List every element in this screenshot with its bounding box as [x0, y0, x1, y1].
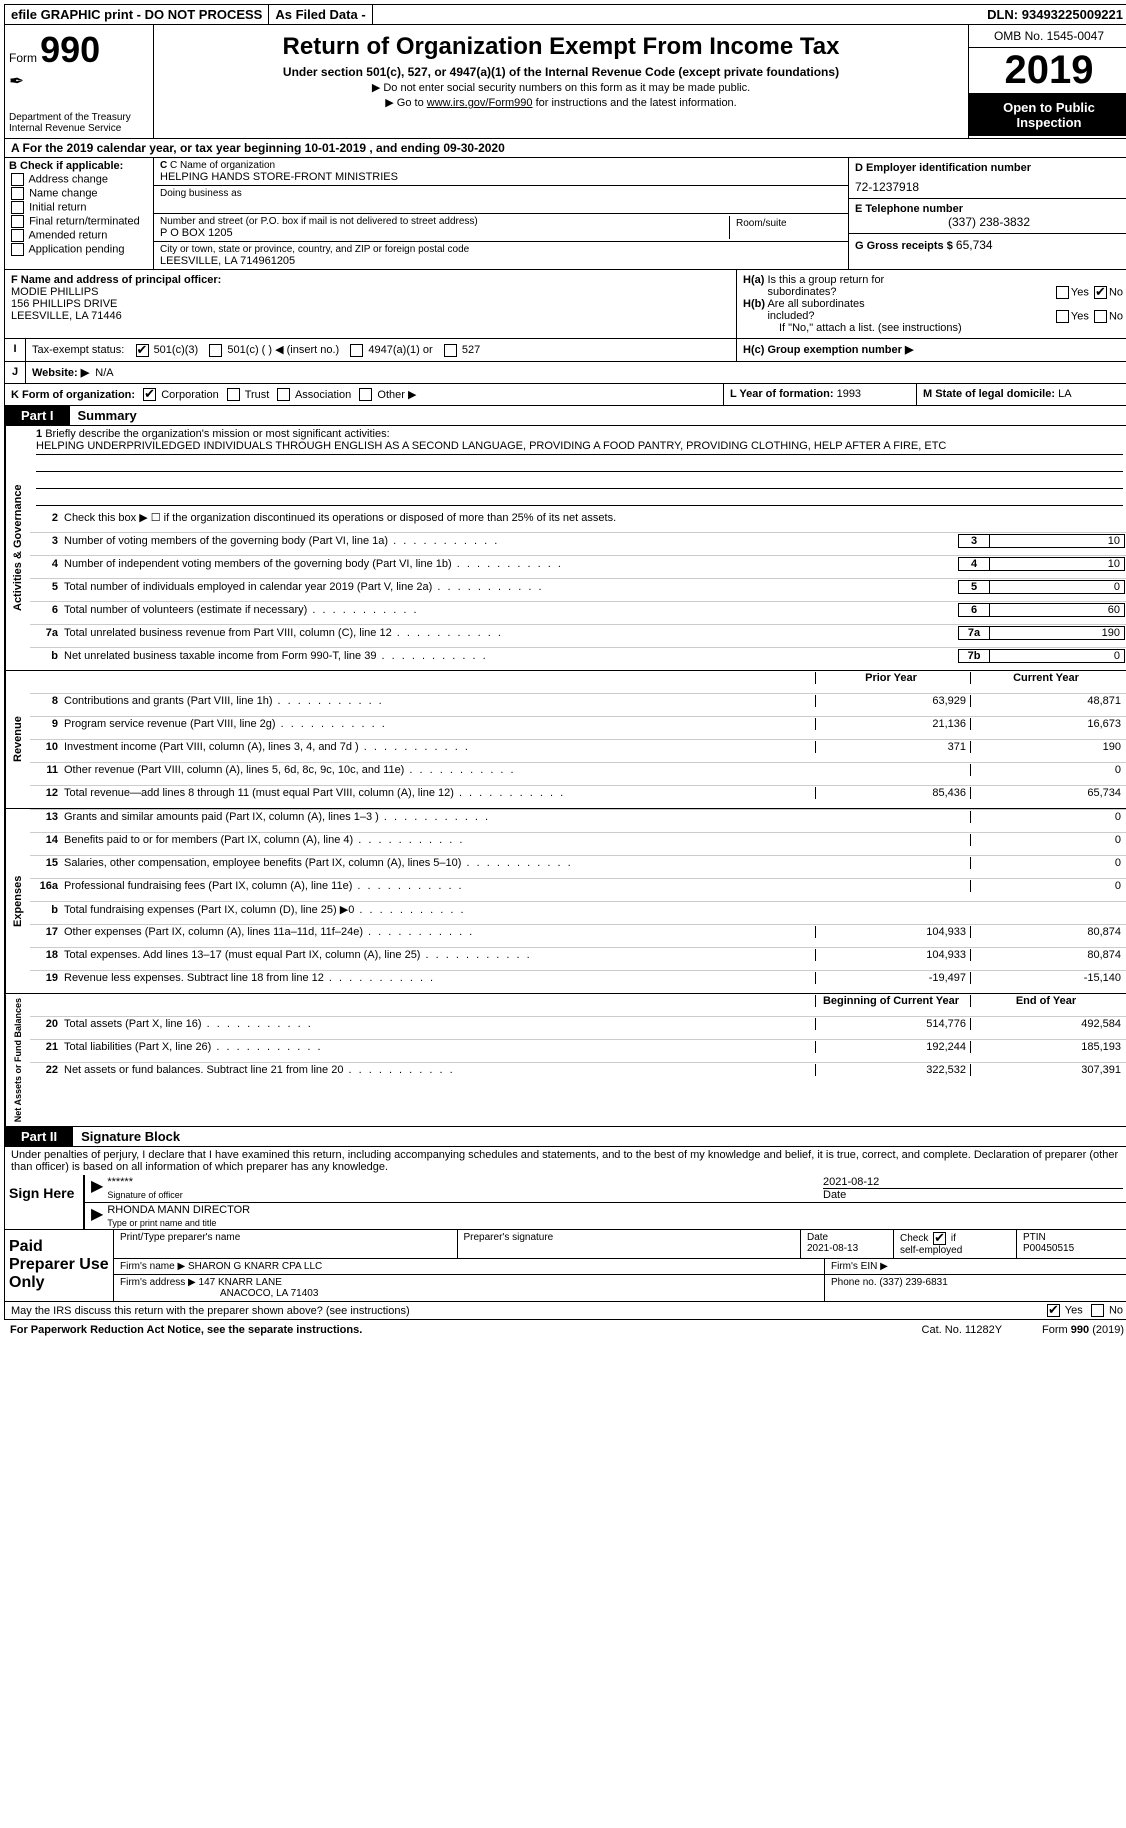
row-a-tax-year: A For the 2019 calendar year, or tax yea… — [4, 139, 1126, 158]
line-13: 13Grants and similar amounts paid (Part … — [30, 809, 1126, 832]
line-12: 12Total revenue—add lines 8 through 11 (… — [30, 785, 1126, 808]
asfiled-label: As Filed Data - — [269, 5, 372, 24]
row-j: J Website: ▶ N/A — [4, 362, 1126, 384]
ein: 72-1237918 — [855, 180, 1123, 194]
line-20: 20Total assets (Part X, line 16)514,7764… — [30, 1016, 1126, 1039]
row-klm: K Form of organization: Corporation Trus… — [4, 384, 1126, 407]
section-bcd: B Check if applicable: Address change Na… — [4, 158, 1126, 270]
page-footer: For Paperwork Reduction Act Notice, see … — [4, 1320, 1126, 1340]
irs-link[interactable]: www.irs.gov/Form990 — [427, 97, 533, 109]
line-14: 14Benefits paid to or for members (Part … — [30, 832, 1126, 855]
line-22: 22Net assets or fund balances. Subtract … — [30, 1062, 1126, 1085]
line-18: 18Total expenses. Add lines 13–17 (must … — [30, 947, 1126, 970]
line-10: 10Investment income (Part VIII, column (… — [30, 739, 1126, 762]
paid-preparer: Paid Preparer Use Only Print/Type prepar… — [4, 1230, 1126, 1302]
part1-governance: Activities & Governance 1 Briefly descri… — [4, 426, 1126, 671]
part2-header: Part II Signature Block — [4, 1127, 1126, 1147]
website: N/A — [95, 367, 113, 379]
gov-line-6: 6Total number of volunteers (estimate if… — [30, 601, 1126, 624]
cb-initial-return[interactable]: Initial return — [9, 201, 149, 214]
line-15: 15Salaries, other compensation, employee… — [30, 855, 1126, 878]
firm-name: SHARON G KNARR CPA LLC — [188, 1261, 322, 1272]
line-b: bTotal fundraising expenses (Part IX, co… — [30, 901, 1126, 924]
instr-link: ▶ Go to www.irs.gov/Form990 for instruct… — [162, 96, 960, 109]
signature-block: Under penalties of perjury, I declare th… — [4, 1147, 1126, 1230]
instr-ssn: ▶ Do not enter social security numbers o… — [162, 81, 960, 94]
gov-line-4: 4Number of independent voting members of… — [30, 555, 1126, 578]
col-deg: D Employer identification number 72-1237… — [848, 158, 1126, 269]
header-center: Return of Organization Exempt From Incom… — [154, 25, 968, 138]
irs-discuss-row: May the IRS discuss this return with the… — [4, 1302, 1126, 1320]
phone: (337) 238-3832 — [855, 215, 1123, 229]
ptin: P00450515 — [1023, 1243, 1074, 1254]
h-group-return: H(a) Is this a group return for subordin… — [737, 270, 1126, 338]
part1-expenses: Expenses 13Grants and similar amounts pa… — [4, 809, 1126, 994]
line-17: 17Other expenses (Part IX, column (A), l… — [30, 924, 1126, 947]
gov-line-3: 3Number of voting members of the governi… — [30, 532, 1126, 555]
sig-date: 2021-08-12 — [823, 1176, 1123, 1189]
principal-officer: F Name and address of principal officer:… — [5, 270, 737, 338]
open-inspection: Open to Public Inspection — [969, 94, 1126, 136]
efile-notice: efile GRAPHIC print - DO NOT PROCESS — [5, 5, 269, 24]
part1-revenue: Revenue Prior YearCurrent Year 8Contribu… — [4, 671, 1126, 809]
gov-line-b: bNet unrelated business taxable income f… — [30, 647, 1126, 670]
cb-address-change[interactable]: Address change — [9, 173, 149, 186]
org-name: HELPING HANDS STORE-FRONT MINISTRIES — [160, 171, 842, 183]
col-c-org-info: C C Name of organization HELPING HANDS S… — [154, 158, 848, 269]
form-title: Return of Organization Exempt From Incom… — [162, 33, 960, 61]
topbar: efile GRAPHIC print - DO NOT PROCESS As … — [4, 4, 1126, 25]
cb-application-pending[interactable]: Application pending — [9, 243, 149, 256]
form-label: Form — [9, 51, 37, 65]
line-21: 21Total liabilities (Part X, line 26)192… — [30, 1039, 1126, 1062]
dln: DLN: 93493225009221 — [981, 5, 1126, 24]
org-city: LEESVILLE, LA 714961205 — [160, 255, 842, 267]
gov-line-7a: 7aTotal unrelated business revenue from … — [30, 624, 1126, 647]
part1-netassets: Net Assets or Fund Balances Beginning of… — [4, 994, 1126, 1127]
form-subtitle: Under section 501(c), 527, or 4947(a)(1)… — [162, 65, 960, 79]
cb-final-return[interactable]: Final return/terminated — [9, 215, 149, 228]
org-dba — [160, 199, 842, 211]
cb-amended[interactable]: Amended return — [9, 229, 149, 242]
line-8: 8Contributions and grants (Part VIII, li… — [30, 693, 1126, 716]
line-19: 19Revenue less expenses. Subtract line 1… — [30, 970, 1126, 993]
org-street: P O BOX 1205 — [160, 227, 729, 239]
gross-receipts: 65,734 — [956, 238, 993, 252]
cb-name-change[interactable]: Name change — [9, 187, 149, 200]
row-i: I Tax-exempt status: 501(c)(3) 501(c) ( … — [4, 339, 1126, 362]
header-left: Form 990 ✒ Department of the Treasury In… — [5, 25, 154, 138]
omb-number: OMB No. 1545-0047 — [969, 25, 1126, 48]
mission-text: HELPING UNDERPRIVILEDGED INDIVIDUALS THR… — [36, 440, 1123, 455]
line-16a: 16aProfessional fundraising fees (Part I… — [30, 878, 1126, 901]
firm-addr2: ANACOCO, LA 71403 — [120, 1288, 318, 1299]
officer-signature: ****** — [107, 1176, 823, 1190]
gov-line-5: 5Total number of individuals employed in… — [30, 578, 1126, 601]
firm-addr1: 147 KNARR LANE — [199, 1277, 282, 1288]
officer-name-title: RHONDA MANN DIRECTOR — [107, 1204, 1123, 1218]
tax-year: 2019 — [969, 48, 1126, 94]
form-header: Form 990 ✒ Department of the Treasury In… — [4, 25, 1126, 139]
line-11: 11Other revenue (Part VIII, column (A), … — [30, 762, 1126, 785]
firm-phone: (337) 239-6831 — [879, 1277, 947, 1288]
row-fh: F Name and address of principal officer:… — [4, 270, 1126, 339]
part1-header: Part I Summary — [4, 406, 1126, 426]
col-b-checkboxes: B Check if applicable: Address change Na… — [5, 158, 154, 269]
line-9: 9Program service revenue (Part VIII, lin… — [30, 716, 1126, 739]
h-c: H(c) Group exemption number ▶ — [736, 339, 1126, 361]
state-domicile: LA — [1058, 388, 1071, 400]
form-number: 990 — [40, 29, 100, 70]
year-formation: 1993 — [837, 388, 861, 400]
dept-treasury: Department of the Treasury Internal Reve… — [9, 112, 149, 134]
header-right: OMB No. 1545-0047 2019 Open to Public In… — [968, 25, 1126, 138]
